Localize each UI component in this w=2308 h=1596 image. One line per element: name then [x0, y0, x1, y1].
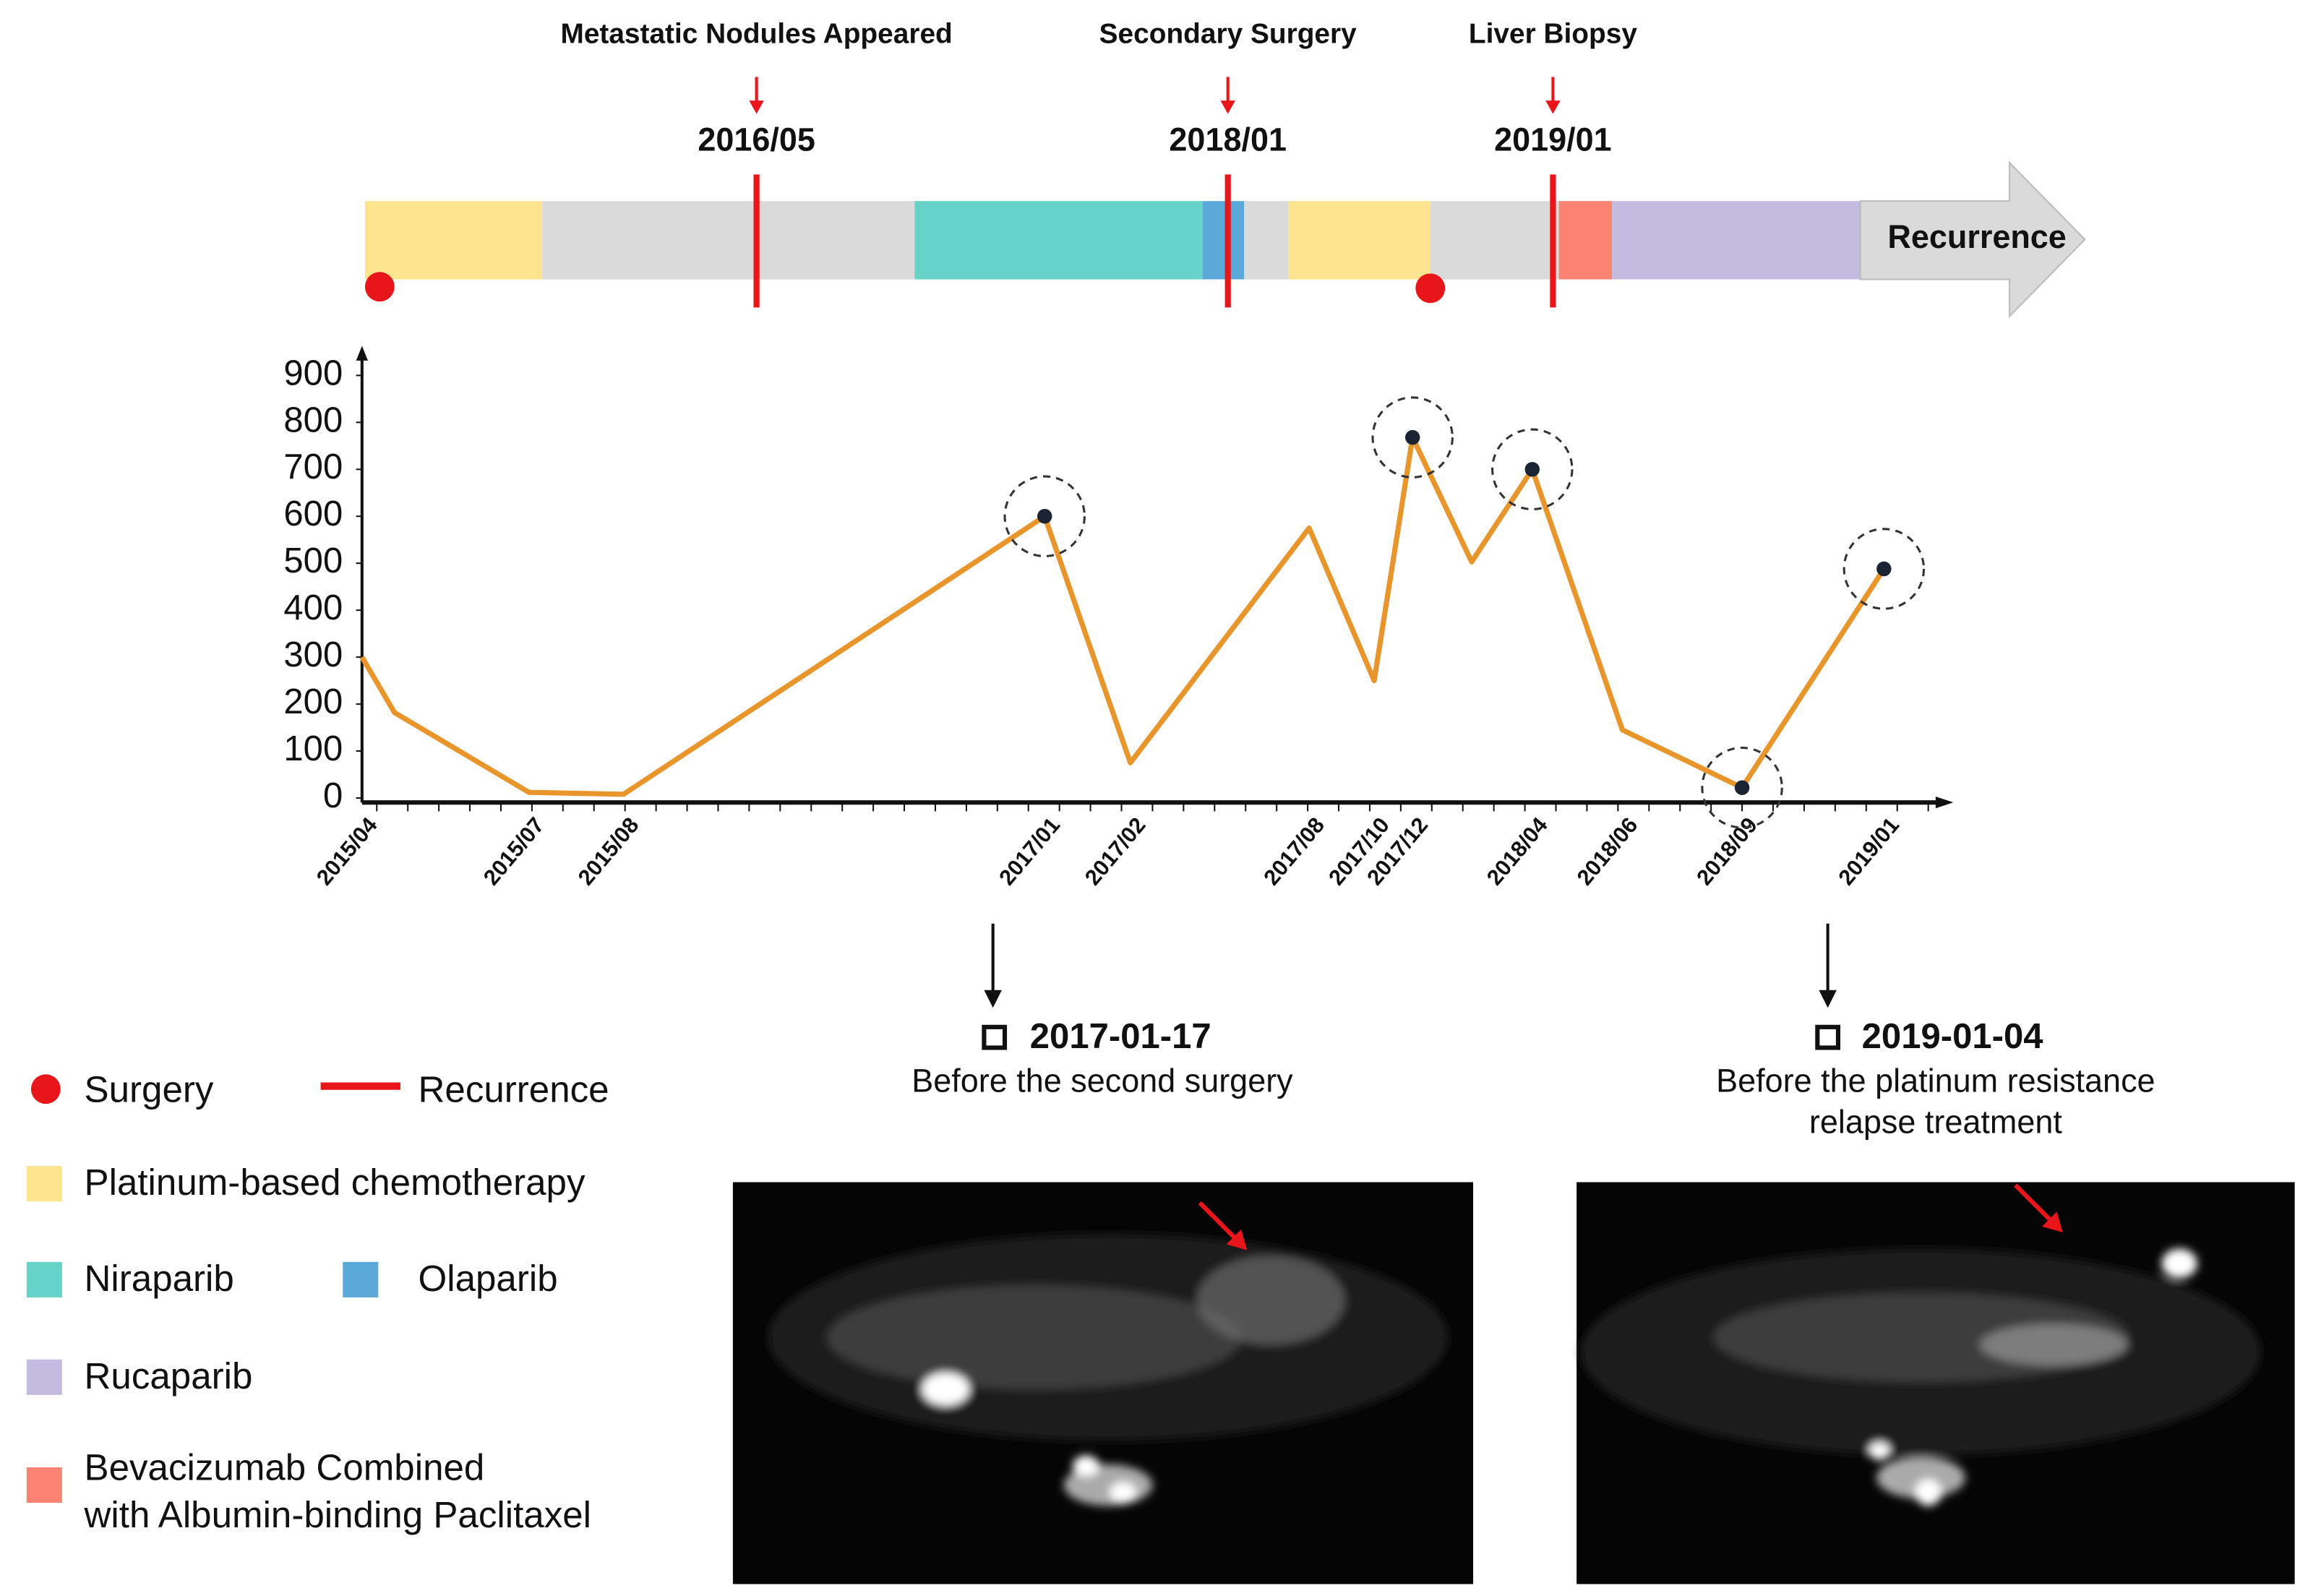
highlight-point — [1405, 429, 1420, 445]
y-tick-label: 700 — [283, 447, 343, 486]
y-axis-arrowhead — [356, 346, 368, 361]
x-tick-label: 2017/08 — [1259, 813, 1329, 891]
highlight-ring — [1491, 428, 1574, 511]
event-date: 2016/05 — [698, 121, 815, 158]
x-tick-label: 2018/06 — [1572, 813, 1642, 891]
segment-platinum — [364, 201, 543, 280]
x-tick-label: 2017/01 — [995, 813, 1065, 891]
y-tick-label: 0 — [323, 776, 343, 815]
segment-gap — [542, 201, 915, 280]
highlight-ring — [1371, 396, 1454, 479]
segment-olaparib — [1202, 201, 1245, 280]
y-tick-label: 400 — [283, 588, 343, 627]
pointer-arrow — [1198, 1201, 1240, 1243]
legend-swatch — [26, 1165, 62, 1202]
event-arrowhead — [1220, 100, 1235, 114]
event-label: Metastatic Nodules Appeared — [560, 18, 952, 49]
segment-rucaparib — [1612, 201, 1861, 280]
highlight-ring — [1842, 528, 1926, 610]
surgery-dot — [1415, 273, 1446, 304]
scan-1: 2017-01-17 Before the second surgery — [732, 923, 1474, 1584]
legend-swatch — [26, 1359, 62, 1395]
legend-label: Recurrence — [419, 1068, 609, 1110]
highlight-point — [1524, 462, 1540, 477]
event-arrowhead — [1545, 100, 1561, 114]
x-tick-label: 2019/01 — [1834, 813, 1904, 891]
event-date: 2018/01 — [1169, 121, 1287, 158]
y-tick-label: 300 — [283, 635, 343, 674]
legend-label: Rucaparib — [85, 1355, 253, 1396]
line-chart: 0 100 200 300 400 500 600 700 800 900 2015/04 2015/… — [283, 346, 1954, 891]
legend-label: Platinum-based chemotherapy — [85, 1162, 585, 1203]
y-tick-label: 100 — [283, 729, 343, 768]
legend-swatch — [26, 1467, 62, 1503]
legend-swatch — [343, 1261, 379, 1297]
legend-swatch — [30, 1074, 61, 1104]
x-tick-label: 2017/02 — [1080, 813, 1150, 891]
segment-gap — [1430, 201, 1559, 280]
y-tick-label: 800 — [283, 400, 343, 439]
pointer-arrow — [2014, 1183, 2056, 1225]
timeline-events: Metastatic Nodules Appeared 2016/05 Second… — [560, 18, 1637, 308]
timeline-end-label: Recurrence — [1887, 218, 2066, 255]
pointer-arrowhead — [2042, 1211, 2063, 1232]
checkbox-icon — [1815, 1024, 1841, 1050]
mri-texture — [768, 1234, 1449, 1506]
x-tick-label: 2015/07 — [479, 813, 549, 891]
legend-label: Olaparib — [419, 1258, 558, 1299]
event-label: Liver Biopsy — [1469, 18, 1637, 49]
legend-label: Niraparib — [85, 1258, 234, 1299]
event-label: Secondary Surgery — [1099, 18, 1357, 49]
scan-caption: Before the platinum resistance — [1716, 1062, 2155, 1099]
segment-gap — [1244, 201, 1289, 280]
scan-2: 2019-01-04 Before the platinum resistanc… — [1576, 923, 2295, 1584]
highlight-point — [1734, 780, 1750, 795]
x-tick-label: 2015/08 — [573, 813, 643, 891]
surgery-dot — [364, 272, 395, 302]
x-tick-label: 2018/04 — [1482, 813, 1552, 891]
data-line — [359, 434, 1887, 797]
x-tick-label: 2018/09 — [1692, 813, 1762, 891]
segment-niraparib — [914, 201, 1203, 280]
segment-platinum — [1288, 201, 1430, 280]
timeline-arrow — [1859, 160, 2086, 319]
scan-caption: relapse treatment — [1809, 1104, 2062, 1141]
checkbox-icon — [982, 1024, 1008, 1050]
scan-date: 2017-01-17 — [1030, 1017, 1211, 1056]
x-tick-label: 2015/04 — [312, 813, 382, 891]
y-tick-label: 900 — [283, 353, 343, 392]
legend-swatch — [26, 1261, 62, 1297]
scan-date: 2019-01-04 — [1862, 1017, 2044, 1056]
highlight-point — [1037, 509, 1052, 524]
y-tick-label: 500 — [283, 541, 343, 580]
y-tick-label: 600 — [283, 494, 343, 533]
legend: Surgery Recurrence Platinum-based chemot… — [26, 1068, 609, 1535]
scan-caption: Before the second surgery — [911, 1062, 1293, 1099]
highlight-ring — [1003, 475, 1086, 557]
event-date: 2019/01 — [1494, 121, 1612, 158]
arrowhead — [1819, 990, 1837, 1008]
legend-label: Bevacizumab Combined — [85, 1447, 485, 1488]
x-axis-arrowhead — [1935, 796, 1954, 809]
highlight-ring — [1701, 746, 1783, 829]
legend-label: with Albumin-binding Paclitaxel — [84, 1494, 592, 1535]
y-tick-label: 200 — [283, 682, 343, 721]
arrowhead — [984, 990, 1002, 1008]
pointer-arrowhead — [1226, 1229, 1248, 1250]
event-arrowhead — [749, 100, 764, 114]
highlight-point — [1876, 561, 1892, 577]
segment-bevacizumab — [1558, 201, 1613, 280]
timeline: Recurrence — [364, 160, 2086, 319]
legend-label: Surgery — [85, 1068, 214, 1110]
mri-texture — [1581, 1248, 2261, 1506]
